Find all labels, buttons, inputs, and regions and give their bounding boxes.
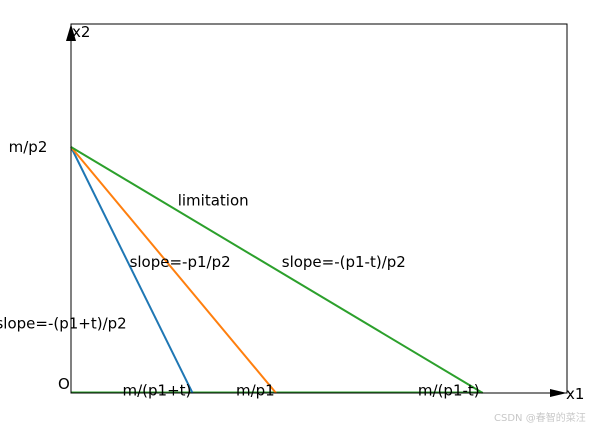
annotation-5: slope=-(p1+t)/p2 <box>0 314 127 332</box>
annotation-8: m/(p1-t) <box>418 382 480 400</box>
origin-label: O <box>58 375 70 393</box>
series-line-2 <box>70 146 277 394</box>
annotation-3: slope=-p1/p2 <box>130 253 231 271</box>
series-line-3 <box>70 146 484 394</box>
series-line-1 <box>70 146 194 394</box>
annotation-layer: m/p2 limitation slope=-p1/p2 slope=-(p1-t)/… <box>0 138 480 400</box>
annotation-1: m/p2 <box>9 138 48 156</box>
y-axis-arrow-icon <box>66 24 76 41</box>
x-axis-label: x1 <box>566 385 584 403</box>
annotation-4: slope=-(p1-t)/p2 <box>282 253 406 271</box>
annotation-2: limitation <box>178 191 249 209</box>
y-axis-label: x2 <box>72 23 90 41</box>
watermark: CSDN @春智的菜汪 <box>494 411 586 424</box>
annotation-7: m/p1 <box>236 382 275 400</box>
annotation-6: m/(p1+t) <box>123 382 192 400</box>
x-axis-arrow-icon <box>550 389 567 397</box>
